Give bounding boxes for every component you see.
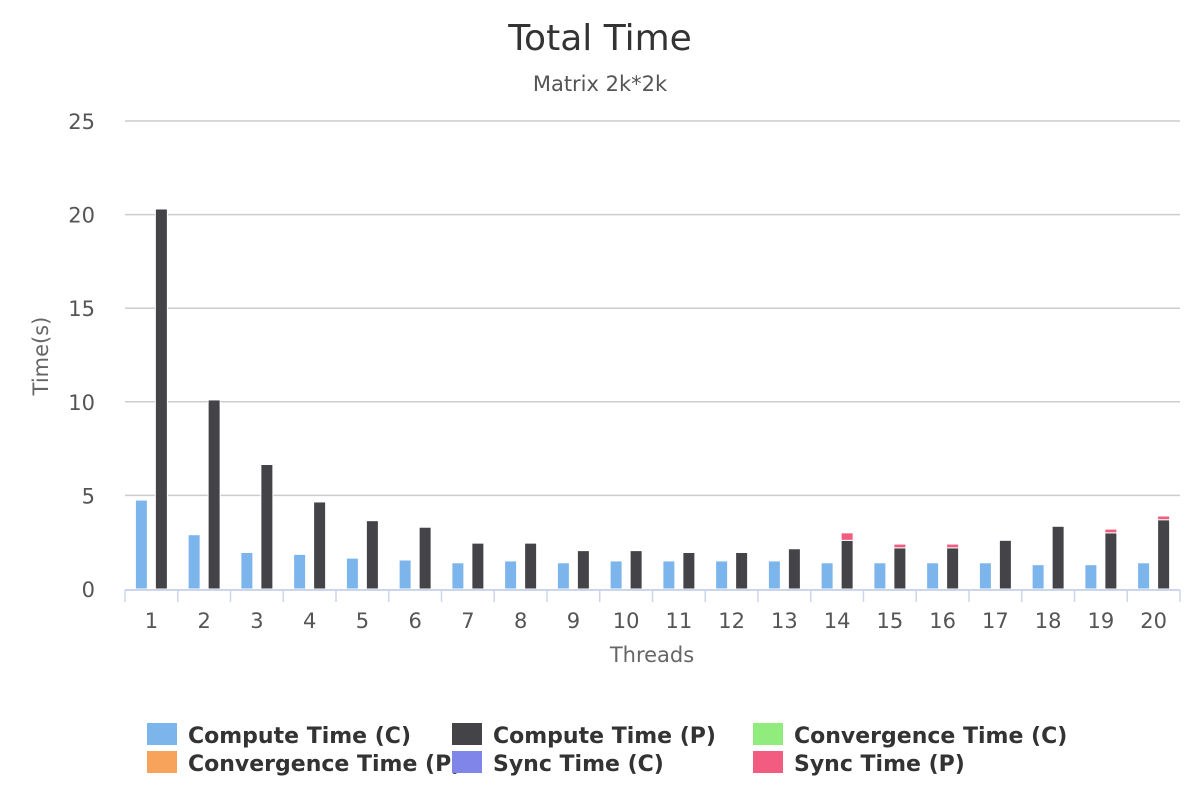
y-tick-label: 20 — [68, 204, 95, 228]
bar-compute-time-c-9[interactable] — [556, 562, 570, 590]
x-tick-label: 1 — [145, 609, 158, 633]
bar-compute-time-c-17[interactable] — [978, 562, 992, 590]
legend-swatch — [753, 723, 783, 745]
bar-compute-time-c-15[interactable] — [873, 562, 887, 590]
legend-label: Compute Time (C) — [188, 724, 411, 749]
bar-compute-time-c-10[interactable] — [609, 560, 623, 590]
bar-compute-time-p-19[interactable] — [1104, 532, 1118, 590]
legend-label: Convergence Time (P) — [188, 752, 461, 777]
legend-item[interactable]: Convergence Time (C) — [753, 723, 1067, 749]
bar-compute-time-p-1[interactable] — [154, 208, 168, 590]
bar-compute-time-p-4[interactable] — [313, 501, 327, 590]
bar-sync-time-p-16[interactable] — [946, 543, 960, 549]
chart-title: Total Time — [507, 18, 692, 59]
bar-compute-time-p-15[interactable] — [893, 547, 907, 590]
bar-compute-time-c-13[interactable] — [767, 560, 781, 590]
x-tick-label: 3 — [250, 609, 263, 633]
legend-swatch — [147, 723, 177, 745]
legend-label: Sync Time (P) — [794, 752, 965, 777]
y-tick-label: 10 — [68, 391, 95, 415]
x-axis: 1 2 3 4 5 6 7 8 9 10 11 12 13 14 15 16 17 18 19 20 — [124, 589, 1181, 633]
bar-compute-time-c-12[interactable] — [715, 560, 729, 590]
x-tick-label: 14 — [824, 609, 851, 633]
bars — [134, 208, 1171, 590]
bar-compute-time-p-3[interactable] — [260, 464, 274, 590]
bar-sync-time-p-20[interactable] — [1157, 515, 1171, 521]
y-tick-label: 15 — [68, 297, 95, 321]
bar-compute-time-p-8[interactable] — [524, 542, 538, 590]
bar-compute-time-p-11[interactable] — [682, 551, 696, 590]
bar-compute-time-c-20[interactable] — [1137, 562, 1151, 590]
x-tick-label: 16 — [929, 609, 956, 633]
x-tick-label: 7 — [461, 609, 474, 633]
x-tick-label: 19 — [1088, 609, 1115, 633]
legend-swatch — [147, 751, 177, 773]
bar-sync-time-p-15[interactable] — [893, 543, 907, 549]
legend-label: Sync Time (C) — [493, 752, 664, 777]
x-tick-label: 4 — [303, 609, 316, 633]
chart-subtitle: Matrix 2k*2k — [533, 72, 668, 96]
grid: 0 5 10 15 20 25 — [68, 110, 1180, 602]
x-tick-label: 10 — [613, 609, 640, 633]
y-tick-label: 25 — [68, 110, 95, 134]
bar-compute-time-p-17[interactable] — [998, 539, 1012, 590]
x-tick-label: 15 — [877, 609, 904, 633]
x-tick-label: 9 — [567, 609, 580, 633]
bar-compute-time-c-4[interactable] — [293, 553, 307, 590]
legend-item[interactable]: Sync Time (C) — [452, 751, 664, 777]
bar-compute-time-c-5[interactable] — [345, 557, 359, 590]
bar-compute-time-c-7[interactable] — [451, 562, 465, 590]
bar-compute-time-c-3[interactable] — [240, 551, 254, 590]
bar-sync-time-p-19[interactable] — [1104, 528, 1118, 534]
y-tick-label: 0 — [82, 578, 95, 602]
legend-item[interactable]: Sync Time (P) — [753, 751, 965, 777]
bar-compute-time-c-11[interactable] — [662, 560, 676, 590]
bar-compute-time-c-18[interactable] — [1031, 564, 1045, 590]
bar-compute-time-c-1[interactable] — [134, 499, 148, 590]
x-tick-label: 12 — [718, 609, 745, 633]
bar-compute-time-c-8[interactable] — [504, 560, 518, 590]
bar-compute-time-p-13[interactable] — [787, 548, 801, 590]
bar-compute-time-p-9[interactable] — [576, 550, 590, 590]
bar-compute-time-p-20[interactable] — [1157, 519, 1171, 590]
bar-compute-time-p-18[interactable] — [1051, 525, 1065, 590]
bar-compute-time-c-16[interactable] — [926, 562, 940, 590]
x-tick-label: 6 — [408, 609, 421, 633]
x-tick-label: 8 — [514, 609, 527, 633]
bar-compute-time-c-6[interactable] — [398, 559, 412, 590]
legend-swatch — [753, 751, 783, 773]
bar-compute-time-p-16[interactable] — [946, 547, 960, 590]
x-tick-label: 13 — [771, 609, 798, 633]
bar-compute-time-p-7[interactable] — [471, 542, 485, 590]
x-axis-title: Threads — [609, 643, 694, 667]
x-tick-label: 20 — [1140, 609, 1167, 633]
x-tick-label: 18 — [1035, 609, 1062, 633]
bar-compute-time-p-10[interactable] — [629, 550, 643, 590]
bar-compute-time-p-5[interactable] — [365, 520, 379, 590]
legend-item[interactable]: Compute Time (P) — [452, 723, 716, 749]
legend-item[interactable]: Convergence Time (P) — [147, 751, 461, 777]
y-axis-title: Time(s) — [29, 317, 53, 397]
bar-compute-time-p-2[interactable] — [207, 399, 221, 590]
x-tick-label: 17 — [982, 609, 1009, 633]
y-tick-label: 5 — [82, 484, 95, 508]
legend: Compute Time (C) Compute Time (P) Converge… — [147, 723, 1067, 777]
legend-swatch — [452, 751, 482, 773]
bar-compute-time-c-2[interactable] — [187, 534, 201, 590]
x-tick-label: 5 — [356, 609, 369, 633]
bar-compute-time-c-19[interactable] — [1084, 564, 1098, 590]
legend-label: Compute Time (P) — [493, 724, 716, 749]
x-tick-label: 2 — [197, 609, 210, 633]
bar-compute-time-c-14[interactable] — [820, 562, 834, 590]
legend-label: Convergence Time (C) — [794, 724, 1067, 749]
bar-compute-time-p-12[interactable] — [735, 551, 749, 590]
bar-sync-time-p-14[interactable] — [840, 532, 854, 541]
legend-swatch — [452, 723, 482, 745]
bar-compute-time-p-14[interactable] — [840, 539, 854, 590]
bar-compute-time-p-6[interactable] — [418, 526, 432, 590]
x-tick-label: 11 — [666, 609, 693, 633]
legend-item[interactable]: Compute Time (C) — [147, 723, 411, 749]
